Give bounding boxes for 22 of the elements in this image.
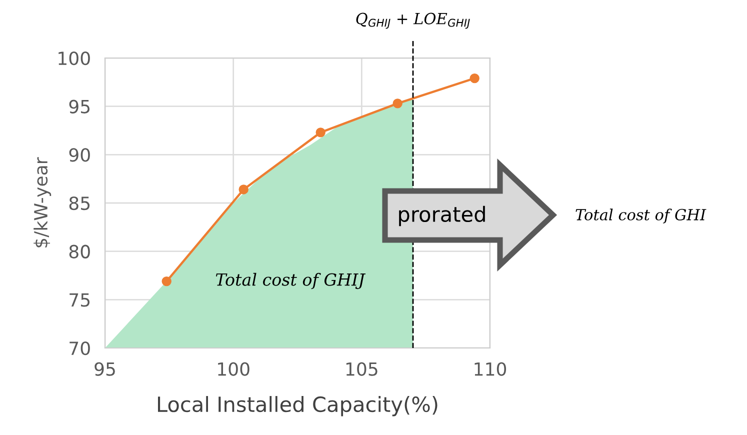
x-axis-title: Local Installed Capacity(%) [158, 396, 438, 416]
point [162, 276, 172, 286]
x-tick-label: 95 [94, 362, 115, 376]
text: Total cost of GHI [576, 208, 706, 224]
point [238, 184, 248, 194]
y-tick-label: 75 [70, 293, 90, 307]
y-tick-label: 95 [69, 100, 90, 114]
x-tick-label: 110 [474, 362, 506, 376]
y-tick-label: 100 [58, 51, 90, 66]
y-tick-label: 85 [69, 196, 90, 210]
y-tick-label: 80 [69, 244, 90, 258]
annotation: prorated [399, 206, 485, 226]
annotation: Total cost of GHIJ [216, 272, 366, 290]
x-tick-label: 100 [218, 362, 250, 376]
y-tick-label: 70 [70, 341, 90, 356]
y-tick-label: 90 [69, 148, 90, 162]
point [470, 73, 480, 84]
y-axis-title: $/kW-year [34, 157, 52, 248]
point [316, 128, 326, 138]
x-tick-label: 105 [346, 362, 378, 376]
ref-line-label: Q$_{GHIJ}$ + LOE$_{GHIJ}$ [356, 12, 470, 29]
point [392, 98, 402, 108]
